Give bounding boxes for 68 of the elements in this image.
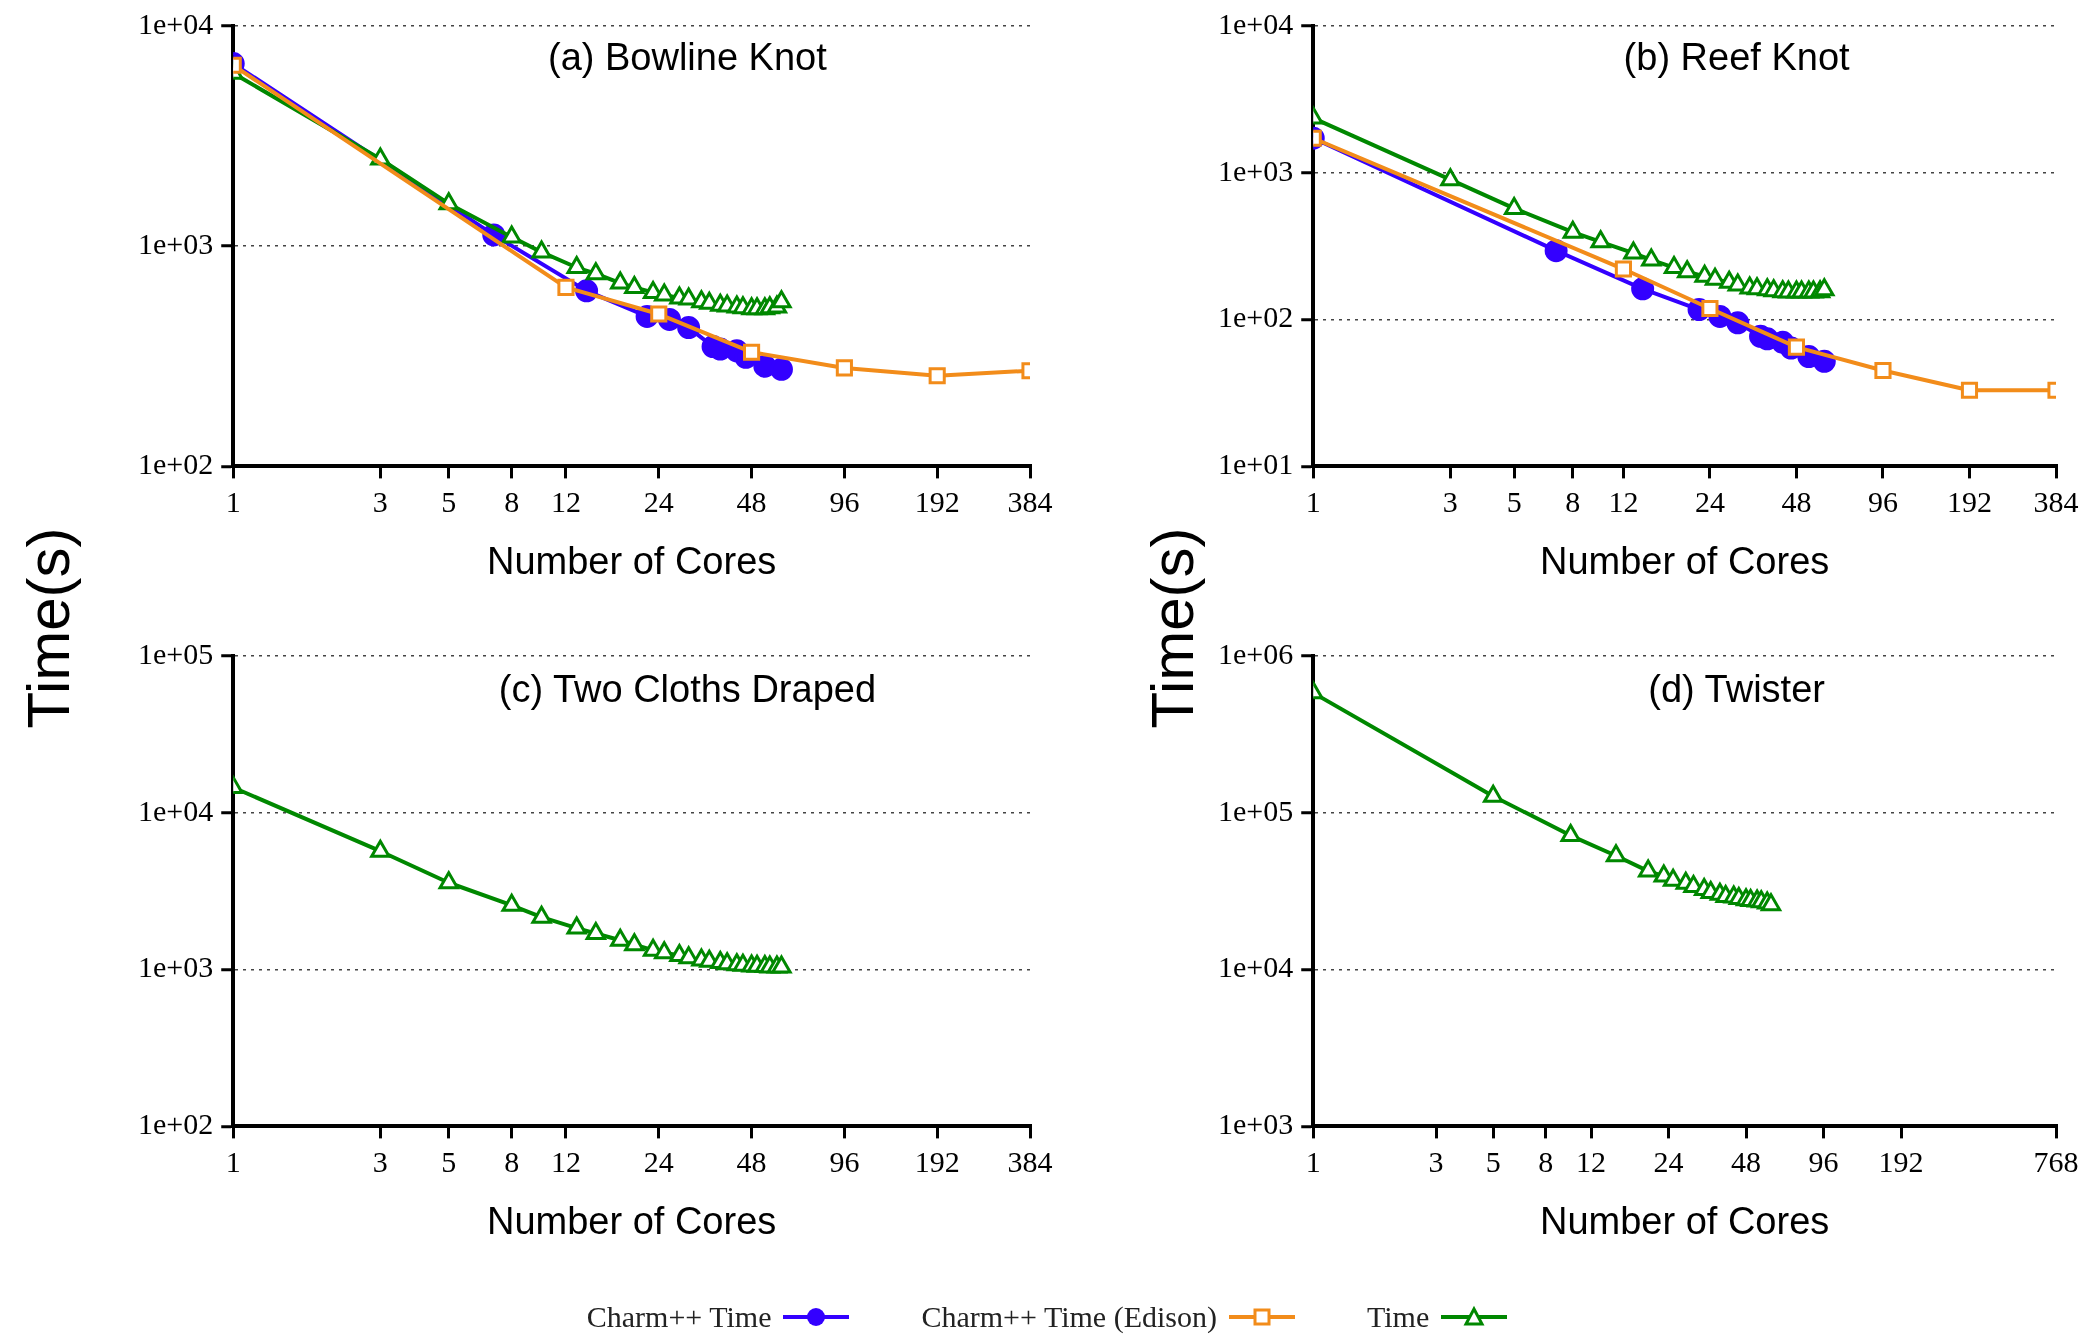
x-tick-label: 5 — [1506, 485, 1522, 519]
x-tick-label: 96 — [1808, 1145, 1839, 1179]
x-tick-label: 384 — [1007, 485, 1053, 519]
x-tick-label: 48 — [736, 485, 767, 519]
chart-title: (b) Reef Knot — [1623, 35, 1851, 78]
x-tick-label: 12 — [1576, 1145, 1607, 1179]
x-tick-label: 12 — [550, 1145, 581, 1179]
x-tick-label: 192 — [1946, 485, 1992, 519]
x-tick-label: 5 — [1485, 1145, 1501, 1179]
x-tick-label: 8 — [1565, 485, 1581, 519]
x-tick-label: 48 — [736, 1145, 767, 1179]
x-axis-title: Number of Cores — [1539, 539, 1830, 582]
x-tick-label: 768 — [2033, 1145, 2079, 1179]
x-tick-label: 24 — [643, 1145, 674, 1179]
y-tick-label: 1e+02 — [138, 1107, 214, 1141]
legend-label: Charm++ Time — [586, 1300, 772, 1334]
x-tick-label: 24 — [1653, 1145, 1684, 1179]
x-tick-label: 8 — [504, 1145, 520, 1179]
y-tick-label: 1e+02 — [138, 447, 214, 481]
x-tick-label: 1 — [225, 485, 241, 519]
x-tick-label: 3 — [372, 485, 388, 519]
x-tick-label: 1 — [1305, 485, 1321, 519]
x-tick-label: 192 — [1878, 1145, 1924, 1179]
chart-title: (c) Two Cloths Draped — [498, 667, 877, 710]
y-tick-label: 1e+03 — [1218, 1107, 1294, 1141]
y-tick-label: 1e+03 — [138, 950, 214, 984]
x-tick-label: 3 — [372, 1145, 388, 1179]
x-tick-label: 8 — [504, 485, 520, 519]
legend-label: Charm++ Time (Edison) — [921, 1300, 1217, 1334]
chart-title: (a) Bowline Knot — [547, 35, 828, 78]
x-axis-title: Number of Cores — [486, 539, 777, 582]
y-tick-label: 1e+01 — [1218, 447, 1294, 481]
y-axis-title: Time(s) — [1137, 527, 1207, 729]
legend-label: Time — [1366, 1300, 1430, 1334]
y-axis-title: Time(s) — [13, 527, 83, 729]
y-tick-label: 1e+03 — [1218, 153, 1294, 187]
y-tick-label: 1e+06 — [1218, 636, 1294, 670]
x-tick-label: 3 — [1442, 485, 1458, 519]
x-tick-label: 5 — [441, 485, 457, 519]
x-axis-title: Number of Cores — [1539, 1199, 1830, 1242]
x-tick-label: 8 — [1538, 1145, 1554, 1179]
x-tick-label: 48 — [1731, 1145, 1762, 1179]
x-tick-label: 1 — [225, 1145, 241, 1179]
x-tick-label: 1 — [1305, 1145, 1321, 1179]
y-tick-label: 1e+05 — [1218, 793, 1294, 827]
x-tick-label: 96 — [829, 485, 860, 519]
x-tick-label: 48 — [1781, 485, 1812, 519]
x-tick-label: 3 — [1428, 1145, 1444, 1179]
x-tick-label: 384 — [2033, 485, 2079, 519]
x-tick-label: 192 — [914, 485, 960, 519]
x-tick-label: 12 — [550, 485, 581, 519]
y-tick-label: 1e+05 — [138, 636, 214, 670]
x-tick-label: 12 — [1608, 485, 1639, 519]
x-tick-label: 192 — [914, 1145, 960, 1179]
chart-title: (d) Twister — [1648, 667, 1826, 710]
x-tick-label: 384 — [1007, 1145, 1053, 1179]
y-tick-label: 1e+04 — [138, 6, 214, 40]
x-tick-label: 96 — [829, 1145, 860, 1179]
y-tick-label: 1e+02 — [1218, 300, 1294, 334]
x-tick-label: 24 — [1694, 485, 1725, 519]
x-tick-label: 24 — [643, 485, 674, 519]
y-tick-label: 1e+03 — [138, 227, 214, 261]
y-tick-label: 1e+04 — [1218, 950, 1294, 984]
x-axis-title: Number of Cores — [486, 1199, 777, 1242]
y-tick-label: 1e+04 — [1218, 6, 1294, 40]
y-tick-label: 1e+04 — [138, 793, 214, 827]
x-tick-label: 5 — [441, 1145, 457, 1179]
x-tick-label: 96 — [1867, 485, 1898, 519]
